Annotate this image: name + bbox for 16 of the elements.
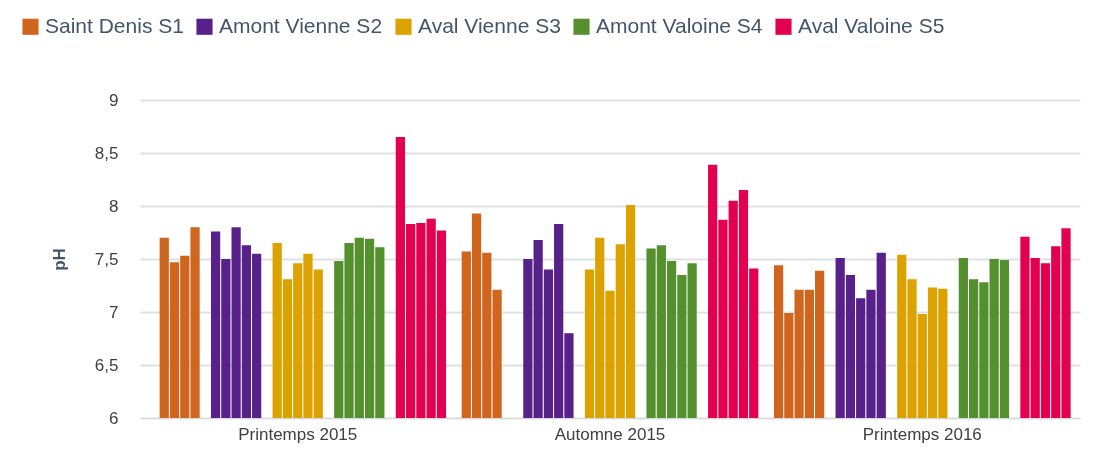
y-tick-label: 9 <box>109 90 119 110</box>
y-tick-label: 6 <box>109 408 119 428</box>
y-axis-title: pH <box>49 248 69 271</box>
legend-label: Saint Denis S1 <box>45 13 184 37</box>
legend-label: Aval Vienne S3 <box>418 13 561 37</box>
x-tick-label: Automne 2015 <box>554 424 666 444</box>
legend-label: Amont Valoine S4 <box>596 13 763 37</box>
y-tick-label: 7,5 <box>94 249 119 269</box>
x-tick-label: Printemps 2015 <box>238 424 358 444</box>
y-tick-label: 8,5 <box>94 143 119 163</box>
y-tick-label: 8 <box>109 196 119 216</box>
x-tick-label: Printemps 2016 <box>862 424 982 444</box>
legend-label: Amont Vienne S2 <box>219 13 383 37</box>
y-tick-label: 7 <box>109 302 119 322</box>
y-tick-label: 6,5 <box>94 355 119 375</box>
legend-label: Aval Valoine S5 <box>798 13 945 37</box>
